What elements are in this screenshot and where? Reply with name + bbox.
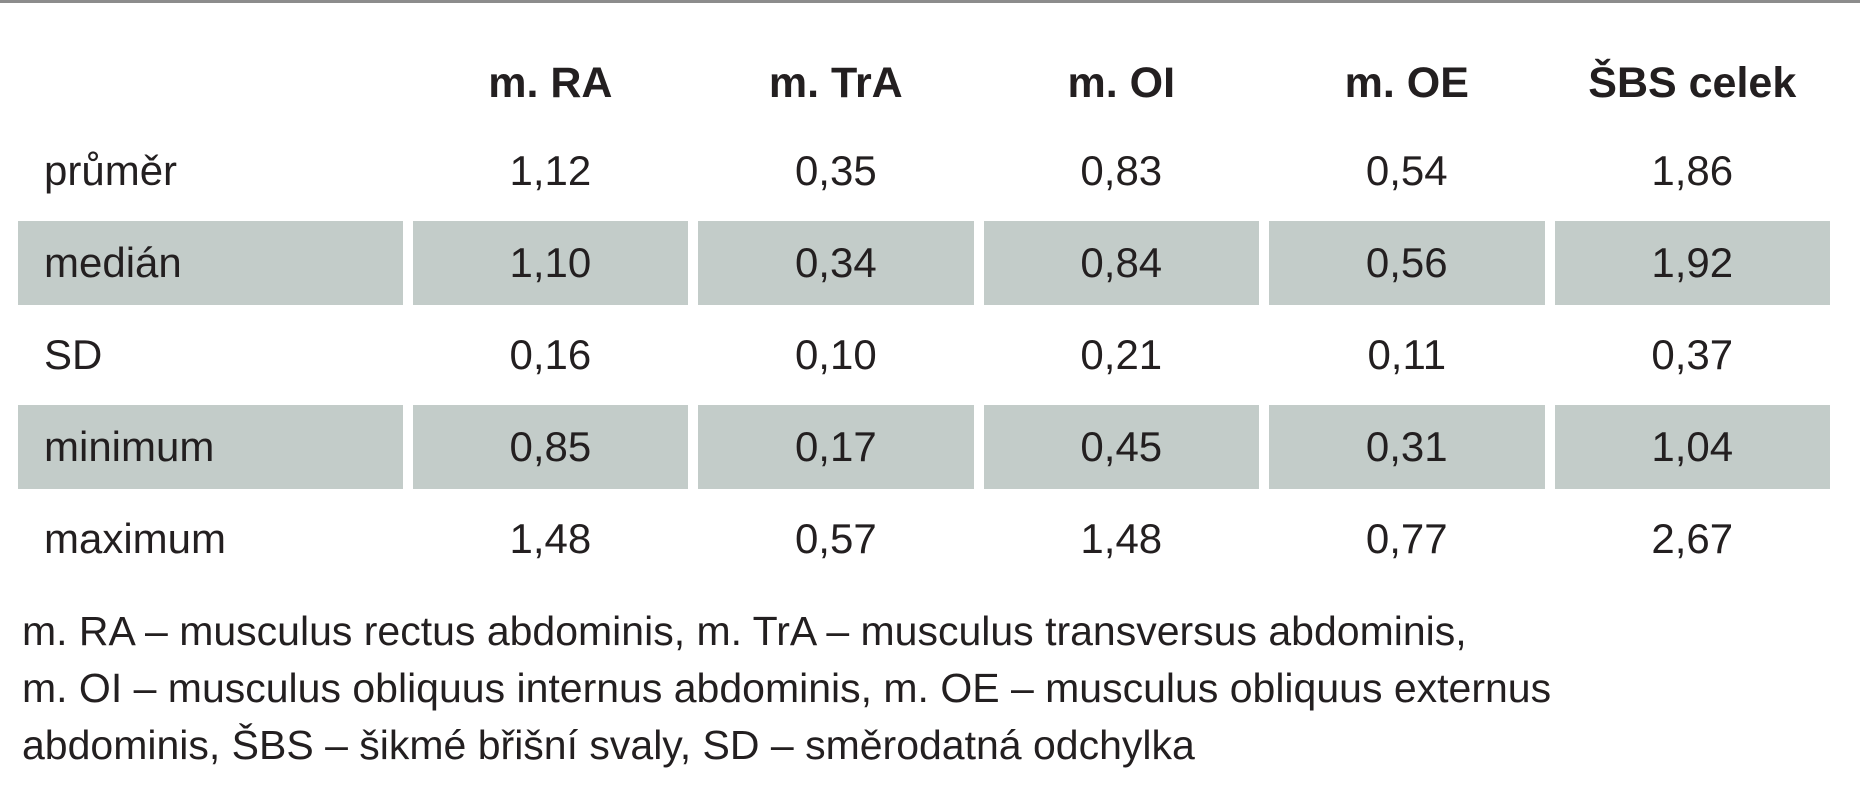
table-cell: 0,17 [698, 405, 974, 489]
top-rule [0, 0, 1860, 3]
table-cell: 0,34 [698, 221, 974, 305]
row-label: minimum [18, 405, 403, 489]
table-row: maximum 1,48 0,57 1,48 0,77 2,67 [18, 497, 1830, 581]
header-cell-sbs-total: ŠBS celek [1588, 58, 1797, 107]
table-cell: 0,45 [983, 405, 1260, 489]
table-cell: 0,57 [794, 515, 877, 562]
row-label: SD [44, 331, 103, 378]
table-cell: 0,21 [1080, 331, 1163, 378]
header-cell-ra: m. RA [488, 58, 613, 107]
header-cell-oi: m. OI [1067, 58, 1176, 107]
table-row: medián 1,10 0,34 0,84 0,56 1,92 [18, 221, 1830, 305]
table-cell: 1,92 [1554, 221, 1830, 305]
table-cell: 0,11 [1367, 331, 1447, 378]
table-cell: 0,37 [1651, 331, 1734, 378]
table-cell: 0,84 [983, 221, 1260, 305]
table-cell: 0,35 [794, 147, 877, 194]
table-cell: 1,12 [509, 147, 592, 194]
footnote-line: abdominis, ŠBS – šikmé břišní svaly, SD … [22, 722, 1195, 768]
table-cell: 0,85 [412, 405, 689, 489]
table-cell: 1,10 [412, 221, 689, 305]
statistics-table: m. RA m. TrA m. OI m. OE ŠBS celek průmě… [8, 37, 1840, 589]
row-label: průměr [44, 147, 178, 194]
footnote-line: m. RA – musculus rectus abdominis, m. Tr… [22, 608, 1467, 654]
table-cell: 0,31 [1269, 405, 1545, 489]
table-cell: 1,86 [1651, 147, 1734, 194]
table-cell: 1,48 [509, 515, 592, 562]
table-cell: 0,10 [794, 331, 877, 378]
table-cell: 1,04 [1554, 405, 1830, 489]
table-cell: 2,67 [1651, 515, 1734, 562]
table-row: průměr 1,12 0,35 0,83 0,54 1,86 [18, 129, 1830, 213]
table-cell: 0,56 [1269, 221, 1545, 305]
table-footnote: m. RA – musculus rectus abdominis, m. Tr… [22, 603, 1852, 774]
table-cell: 0,16 [509, 331, 592, 378]
row-label: maximum [44, 515, 227, 562]
row-label: medián [18, 221, 403, 305]
table-row: SD 0,16 0,10 0,21 0,11 0,37 [18, 313, 1830, 397]
header-cell-empty [18, 45, 403, 121]
table-cell: 0,54 [1365, 147, 1448, 194]
header-cell-oe: m. OE [1344, 58, 1469, 107]
footnote-line: m. OI – musculus obliquus internus abdom… [22, 665, 1552, 711]
header-row: m. RA m. TrA m. OI m. OE ŠBS celek [18, 45, 1830, 121]
table-cell: 0,83 [1080, 147, 1163, 194]
header-cell-tra: m. TrA [768, 58, 903, 107]
table-cell: 0,77 [1365, 515, 1448, 562]
table-row: minimum 0,85 0,17 0,45 0,31 1,04 [18, 405, 1830, 489]
table-cell: 1,48 [1080, 515, 1163, 562]
